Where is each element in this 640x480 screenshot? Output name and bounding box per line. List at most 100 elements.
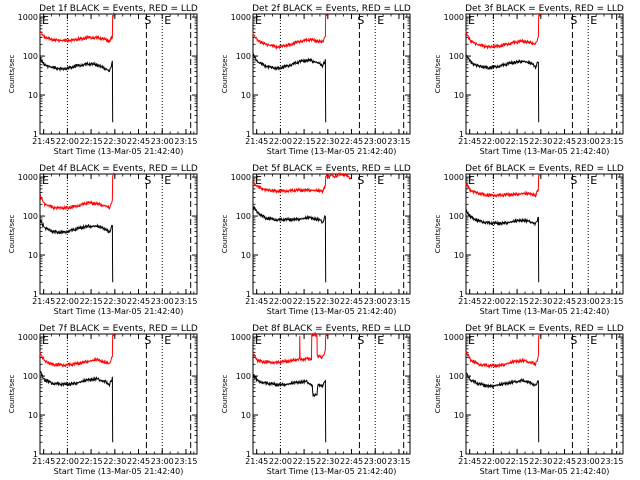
x-axis-label: Start Time (13-Mar-05 21:42:40) bbox=[267, 147, 397, 156]
left-marker-label: E bbox=[42, 174, 49, 187]
plot-frame bbox=[465, 173, 624, 295]
events-series-line bbox=[252, 205, 327, 283]
y-tick-label: 1000 bbox=[231, 13, 251, 22]
end-marker-label: E bbox=[164, 334, 171, 347]
start-marker-label: S bbox=[570, 334, 577, 347]
y-tick-label: 1 bbox=[459, 450, 464, 459]
x-tick-label: 22:00 bbox=[269, 297, 292, 306]
chart-panel-3: Det 3f BLACK = Events, RED = LLD 1 10 100 10… bbox=[434, 4, 624, 156]
x-tick-label: 22:00 bbox=[56, 137, 79, 146]
left-marker-label: E bbox=[42, 334, 49, 347]
x-tick-label: 23:15 bbox=[600, 457, 623, 466]
events-series-line bbox=[465, 54, 540, 123]
left-marker-label: E bbox=[255, 334, 262, 347]
x-tick-label: 23:00 bbox=[151, 457, 174, 466]
y-tick-label: 1 bbox=[246, 450, 251, 459]
x-tick-label: 22:15 bbox=[506, 297, 529, 306]
y-tick-label: 1000 bbox=[444, 13, 464, 22]
y-tick-label: 100 bbox=[449, 52, 464, 61]
lld-series-line bbox=[39, 333, 115, 368]
events-series-line bbox=[40, 57, 114, 123]
x-tick-label: 21:45 bbox=[32, 137, 55, 146]
chart-title: Det 9f BLACK = Events, RED = LLD bbox=[465, 324, 624, 334]
y-tick-label: 10 bbox=[241, 411, 251, 420]
x-tick-label: 22:00 bbox=[56, 457, 79, 466]
chart-panel-5: Det 5f BLACK = Events, RED = LLD 1 10 100 10… bbox=[221, 164, 411, 316]
x-tick-label: 22:00 bbox=[482, 457, 505, 466]
left-marker-label: E bbox=[42, 14, 49, 27]
chart-panel-4: Det 4f BLACK = Events, RED = LLD 1 10 100 10… bbox=[8, 164, 198, 316]
x-tick-label: 23:15 bbox=[387, 297, 410, 306]
x-tick-label: 22:30 bbox=[103, 297, 126, 306]
end-marker-label: E bbox=[590, 334, 597, 347]
x-tick-label: 22:00 bbox=[482, 297, 505, 306]
x-tick-label: 22:15 bbox=[293, 457, 316, 466]
x-tick-label: 22:30 bbox=[103, 457, 126, 466]
chart-panel-1: Det 1f BLACK = Events, RED = LLD 1 10 100 10… bbox=[8, 4, 198, 156]
y-axis-label: Counts/sec bbox=[434, 215, 442, 254]
chart-panel-8: Det 8f BLACK = Events, RED = LLD 1 10 100 10… bbox=[221, 324, 411, 476]
x-tick-label: 22:15 bbox=[80, 297, 103, 306]
x-tick-label: 22:30 bbox=[529, 297, 552, 306]
lld-series-line bbox=[465, 333, 541, 369]
x-tick-label: 22:00 bbox=[482, 137, 505, 146]
x-tick-label: 22:15 bbox=[80, 137, 103, 146]
chart-panel-2: Det 2f BLACK = Events, RED = LLD 1 10 100 10… bbox=[221, 4, 411, 156]
y-axis-label: Counts/sec bbox=[8, 215, 16, 254]
events-series-line bbox=[252, 53, 327, 123]
plot-frame bbox=[465, 13, 624, 135]
left-marker-label: E bbox=[468, 334, 475, 347]
x-tick-label: 23:15 bbox=[174, 297, 197, 306]
x-tick-label: 22:00 bbox=[269, 457, 292, 466]
x-axis-label: Start Time (13-Mar-05 21:42:40) bbox=[480, 307, 610, 316]
x-tick-label: 21:45 bbox=[32, 297, 55, 306]
start-marker-label: S bbox=[144, 334, 151, 347]
y-axis-label: Counts/sec bbox=[434, 375, 442, 414]
x-tick-label: 23:15 bbox=[600, 137, 623, 146]
x-tick-label: 22:30 bbox=[316, 137, 339, 146]
events-series-line bbox=[252, 374, 327, 443]
lld-series-line bbox=[252, 13, 328, 51]
x-tick-label: 22:30 bbox=[316, 457, 339, 466]
x-tick-label: 21:45 bbox=[458, 297, 481, 306]
y-tick-label: 1 bbox=[246, 130, 251, 139]
x-tick-label: 23:00 bbox=[364, 137, 387, 146]
x-tick-label: 22:15 bbox=[80, 457, 103, 466]
x-tick-label: 23:00 bbox=[364, 297, 387, 306]
start-marker-label: S bbox=[357, 14, 364, 27]
x-tick-label: 21:45 bbox=[245, 297, 268, 306]
x-axis-label: Start Time (13-Mar-05 21:42:40) bbox=[480, 467, 610, 476]
plot-frame bbox=[252, 13, 411, 135]
x-tick-label: 22:30 bbox=[529, 137, 552, 146]
x-tick-label: 22:15 bbox=[293, 297, 316, 306]
x-axis-label: Start Time (13-Mar-05 21:42:40) bbox=[267, 307, 397, 316]
events-series-line bbox=[465, 371, 540, 443]
x-tick-label: 22:45 bbox=[553, 297, 576, 306]
x-tick-label: 21:45 bbox=[458, 457, 481, 466]
chart-panel-7: Det 7f BLACK = Events, RED = LLD 1 10 100 10… bbox=[8, 324, 198, 476]
y-tick-label: 1 bbox=[246, 290, 251, 299]
end-marker-label: E bbox=[164, 14, 171, 27]
x-tick-label: 22:45 bbox=[127, 297, 150, 306]
plot-frame bbox=[39, 173, 198, 295]
plot-frame bbox=[465, 333, 624, 455]
y-tick-label: 1000 bbox=[444, 333, 464, 342]
x-tick-label: 23:15 bbox=[600, 297, 623, 306]
start-marker-label: S bbox=[357, 334, 364, 347]
events-series-line bbox=[39, 370, 114, 443]
chart-panel-6: Det 6f BLACK = Events, RED = LLD 1 10 100 10… bbox=[434, 164, 624, 316]
lld-series-line bbox=[252, 331, 328, 365]
y-tick-label: 1000 bbox=[444, 173, 464, 182]
y-tick-label: 1 bbox=[459, 130, 464, 139]
y-tick-label: 1000 bbox=[18, 333, 38, 342]
left-marker-label: E bbox=[255, 174, 262, 187]
y-tick-label: 100 bbox=[23, 372, 38, 381]
x-tick-label: 22:15 bbox=[506, 137, 529, 146]
x-axis-label: Start Time (13-Mar-05 21:42:40) bbox=[480, 147, 610, 156]
x-tick-label: 22:30 bbox=[529, 457, 552, 466]
x-tick-label: 23:00 bbox=[577, 457, 600, 466]
x-tick-label: 22:45 bbox=[340, 137, 363, 146]
x-tick-label: 21:45 bbox=[245, 137, 268, 146]
end-marker-label: E bbox=[590, 174, 597, 187]
y-tick-label: 1 bbox=[33, 130, 38, 139]
